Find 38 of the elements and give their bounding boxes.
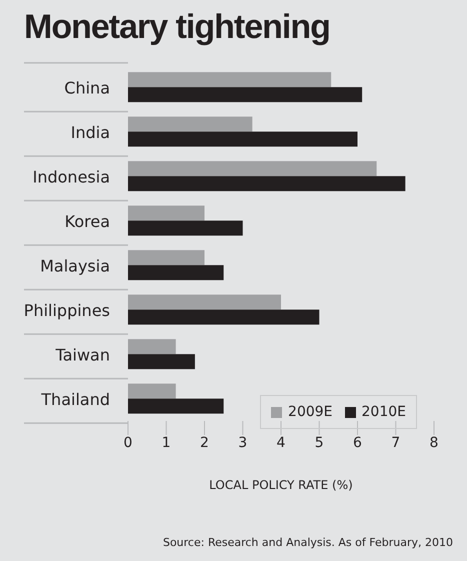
x-tick-label: 0 (124, 434, 132, 451)
x-tick-label: 5 (314, 434, 324, 451)
chart-title: Monetary tightening (24, 8, 330, 47)
legend-label: 2010E (360, 404, 406, 420)
bar (128, 265, 224, 280)
bar (128, 132, 358, 147)
x-tick-label: 2 (200, 434, 209, 451)
bar (128, 220, 243, 236)
bar (128, 116, 252, 132)
bar (128, 310, 320, 325)
bar (128, 384, 176, 399)
y-tick-label: China (64, 78, 110, 98)
legend-label: 2009E (287, 404, 333, 420)
y-tick-label: Korea (64, 212, 110, 231)
bar (128, 72, 332, 88)
y-tick-label: Philippines (24, 300, 110, 320)
bar (128, 354, 195, 370)
source-note: Source: Research and Analysis. As of February, 2010 (162, 536, 453, 549)
bar (128, 250, 204, 266)
bar (128, 294, 281, 310)
x-tick-label: 3 (238, 434, 248, 451)
bar (128, 398, 224, 414)
y-tick-label: Taiwan (54, 345, 110, 364)
x-tick-label: 4 (276, 434, 286, 451)
bar (128, 176, 406, 192)
x-tick-label: 8 (430, 434, 438, 451)
y-tick-label: Indonesia (32, 167, 110, 186)
x-tick-label: 7 (391, 434, 400, 451)
x-tick-label: 6 (353, 434, 362, 451)
bar (128, 339, 176, 354)
bar (128, 87, 362, 102)
x-axis-title: LOCAL POLICY RATE (%) (209, 478, 353, 492)
y-tick-label: Thailand (40, 390, 110, 409)
x-tick-label: 1 (162, 434, 171, 451)
bar (128, 161, 377, 176)
bar (128, 206, 204, 221)
y-tick-label: India (70, 122, 110, 142)
y-tick-label: Malaysia (40, 256, 110, 276)
